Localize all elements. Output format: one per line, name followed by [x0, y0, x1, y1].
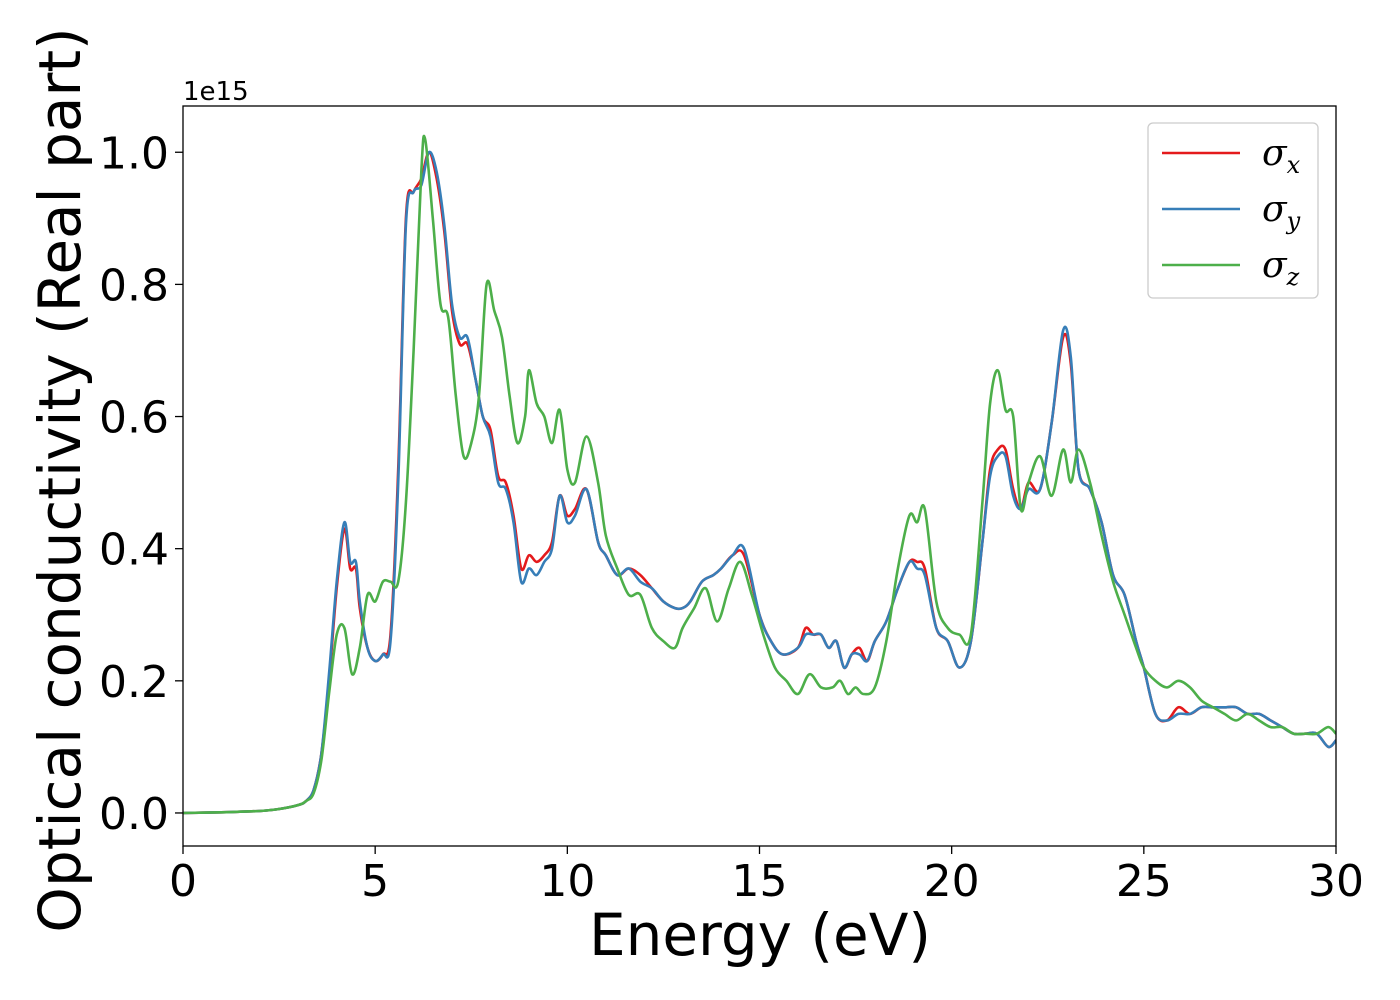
y-tick-label: 0.6 [99, 393, 169, 444]
legend-label-z: σz [1262, 245, 1300, 291]
y-axis-ticks: 0.0 0.2 0.4 0.6 0.8 1.0 [99, 128, 183, 840]
y-tick-label: 0.0 [99, 789, 169, 840]
y-axis-label: Optical conductivity (Real part) [26, 27, 94, 932]
x-axis-ticks: 0 5 10 15 20 25 30 [169, 846, 1364, 907]
x-tick-label: 20 [924, 856, 980, 907]
legend-symbol: σ [1262, 245, 1288, 286]
x-tick-label: 15 [732, 856, 788, 907]
x-tick-label: 25 [1116, 856, 1172, 907]
x-tick-label: 10 [539, 856, 595, 907]
legend-subscript: z [1286, 263, 1300, 291]
x-tick-label: 0 [169, 856, 197, 907]
legend-box [1147, 122, 1319, 299]
legend-symbol: σ [1262, 133, 1288, 174]
legend-subscript: y [1286, 207, 1301, 235]
x-tick-label: 30 [1308, 856, 1364, 907]
y-tick-label: 0.2 [99, 657, 169, 708]
series-line-z [183, 134, 1336, 815]
legend-subscript: x [1287, 151, 1301, 179]
x-tick-label: 5 [361, 856, 389, 907]
legend-label-x: σx [1262, 133, 1301, 179]
y-tick-label: 0.8 [99, 260, 169, 311]
series-line-y [183, 150, 1336, 815]
plot-lines [183, 134, 1336, 815]
y-tick-label: 0.4 [99, 525, 169, 576]
legend-symbol: σ [1262, 189, 1288, 230]
legend-label-y: σy [1262, 189, 1301, 235]
y-tick-label: 1.0 [99, 128, 169, 179]
y-offset-label: 1e15 [183, 77, 249, 107]
x-axis-label: Energy (eV) [589, 901, 931, 969]
